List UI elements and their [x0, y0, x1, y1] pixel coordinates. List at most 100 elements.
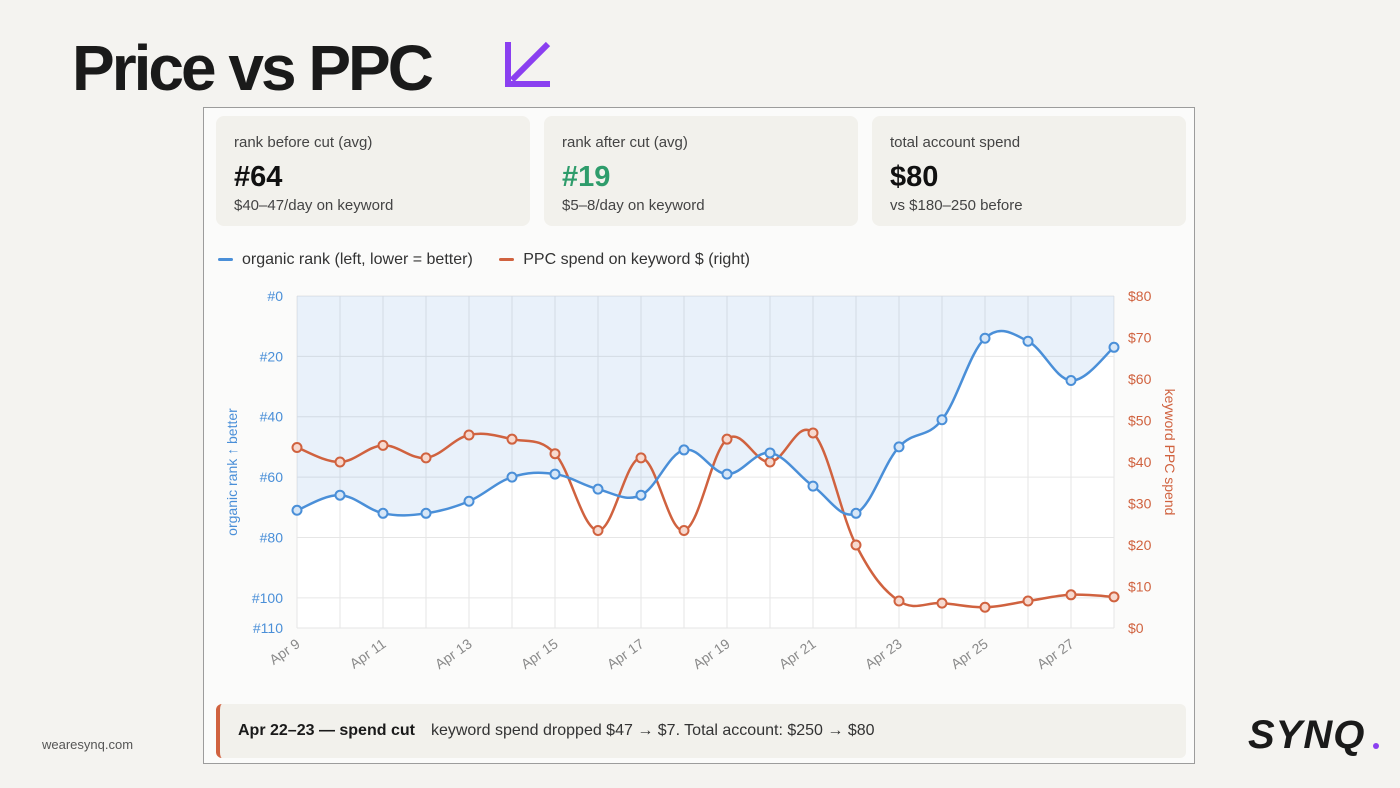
- brand-dot: [1373, 743, 1379, 749]
- rank-point: [721, 468, 733, 480]
- x-axis-tick-label: Apr 15: [518, 635, 561, 672]
- rank-area-fill: [297, 296, 1114, 516]
- spend-point: [850, 539, 862, 551]
- spend-point: [1108, 591, 1120, 603]
- rank-point: [979, 332, 991, 344]
- rank-point: [1108, 341, 1120, 353]
- rank-point: [893, 441, 905, 453]
- left-axis-title: organic rank ↑ better: [224, 408, 240, 536]
- legend-item-spend: PPC spend on keyword $ (right): [499, 251, 750, 269]
- kpi-label: rank before cut (avg): [234, 134, 373, 151]
- spend-point: [291, 441, 303, 453]
- kpi-sub: vs $180–250 before: [890, 197, 1023, 214]
- right-axis-tick-label: $40: [1128, 454, 1152, 470]
- slide-title: Price vs PPC: [72, 32, 434, 104]
- spend-point: [549, 448, 561, 460]
- spend-series-line: [296, 428, 1115, 609]
- note-title: Apr 22–23 — spend cut: [238, 722, 415, 739]
- kpi-value: #64: [234, 161, 283, 193]
- spend-point: [893, 595, 905, 607]
- spend-point: [678, 524, 690, 536]
- right-axis-tick-label: $80: [1128, 288, 1152, 304]
- rank-point: [463, 495, 475, 507]
- kpi-label: rank after cut (avg): [562, 134, 688, 151]
- left-axis-tick-label: #60: [260, 469, 284, 485]
- right-axis-tick-label: $50: [1128, 413, 1152, 429]
- rank-point: [549, 468, 561, 480]
- rank-point: [807, 480, 819, 492]
- right-axis-tick-label: $30: [1128, 496, 1152, 512]
- legend-label-spend: PPC spend on keyword $ (right): [523, 250, 750, 268]
- right-axis-tick-label: $0: [1128, 620, 1144, 636]
- x-axis-tick-label: Apr 23: [862, 635, 905, 672]
- rank-point: [334, 489, 346, 501]
- x-axis-tick-label: Apr 19: [690, 635, 733, 672]
- spend-point: [764, 456, 776, 468]
- legend-swatch-spend: [499, 258, 515, 261]
- kpi-card-rank-after: rank after cut (avg) #19 $5–8/day on key…: [544, 116, 858, 226]
- brand-logo: SYNQ: [1248, 713, 1379, 757]
- chart-svg: #0 #20 #40 #60 #80 #100 #110 $0 $10 $20 $30 $40 $50 $…: [224, 288, 1178, 672]
- left-axis-tick-label: #20: [260, 348, 284, 364]
- chart-panel: rank before cut (avg) #64 $40–47/day on …: [203, 107, 1195, 764]
- rank-point: [1022, 335, 1034, 347]
- spend-point: [936, 597, 948, 609]
- legend-item-rank: organic rank (left, lower = better): [218, 251, 473, 269]
- note-text: keyword spend dropped $47 → $7. Total ac…: [430, 722, 875, 739]
- spend-point: [334, 456, 346, 468]
- left-axis-tick-label: #110: [253, 620, 283, 636]
- left-axis-tick-label: #40: [260, 409, 284, 425]
- left-axis-tick-label: #80: [260, 529, 284, 545]
- spend-point: [979, 601, 991, 613]
- x-axis-tick-label: Apr 11: [347, 635, 389, 671]
- kpi-label: total account spend: [890, 134, 1021, 151]
- rank-point: [377, 507, 389, 519]
- spend-point: [721, 433, 733, 445]
- rank-point: [764, 447, 776, 459]
- right-axis-tick-label: $10: [1128, 579, 1152, 595]
- x-axis-tick-label: Apr 25: [948, 635, 991, 672]
- spend-point: [592, 524, 604, 536]
- right-axis-tick-label: $60: [1128, 371, 1152, 387]
- kpi-value: $80: [890, 161, 939, 193]
- annotation-note: Apr 22–23 — spend cut keyword spend drop…: [216, 704, 1186, 758]
- rank-point: [592, 483, 604, 495]
- arrow-down-left-icon: [505, 41, 551, 87]
- brand-wordmark: SYNQ: [1248, 713, 1365, 757]
- kpi-sub: $40–47/day on keyword: [234, 197, 394, 214]
- legend-swatch-rank: [218, 258, 233, 261]
- spend-point: [463, 429, 475, 441]
- right-axis-tick-label: $70: [1128, 330, 1152, 346]
- rank-point: [850, 507, 862, 519]
- rank-point: [635, 489, 647, 501]
- kpi-value: #19: [562, 161, 611, 193]
- rank-point: [936, 414, 948, 426]
- rank-point: [420, 507, 432, 519]
- spend-point: [1065, 589, 1077, 601]
- x-axis-tick-label: Apr 13: [432, 635, 475, 672]
- right-axis-title: keyword PPC spend: [1162, 389, 1178, 516]
- rank-point: [1065, 375, 1077, 387]
- spend-point: [1022, 595, 1034, 607]
- spend-point: [807, 427, 819, 439]
- x-axis-tick-label: Apr 27: [1034, 635, 1077, 672]
- rank-point: [506, 471, 518, 483]
- x-axis-tick-label: Apr 9: [266, 635, 303, 667]
- footer-url: wearesynq.com: [42, 737, 134, 752]
- legend-label-rank: organic rank (left, lower = better): [242, 250, 473, 268]
- right-axis-tick-label: $20: [1128, 537, 1152, 553]
- x-axis-tick-label: Apr 17: [604, 635, 647, 672]
- left-axis-tick-label: #0: [267, 288, 283, 304]
- spend-point: [635, 452, 647, 464]
- rank-point: [678, 444, 690, 456]
- spend-point: [420, 452, 432, 464]
- left-axis-tick-label: #100: [252, 590, 283, 606]
- x-axis-tick-label: Apr 21: [776, 635, 819, 672]
- spend-point: [377, 439, 389, 451]
- rank-point: [291, 504, 303, 516]
- kpi-card-total-spend: total account spend $80 vs $180–250 befo…: [872, 116, 1186, 226]
- spend-point: [506, 433, 518, 445]
- kpi-card-rank-before: rank before cut (avg) #64 $40–47/day on …: [216, 116, 530, 226]
- chart-legend: organic rank (left, lower = better) PPC …: [218, 248, 772, 269]
- kpi-sub: $5–8/day on keyword: [562, 197, 705, 214]
